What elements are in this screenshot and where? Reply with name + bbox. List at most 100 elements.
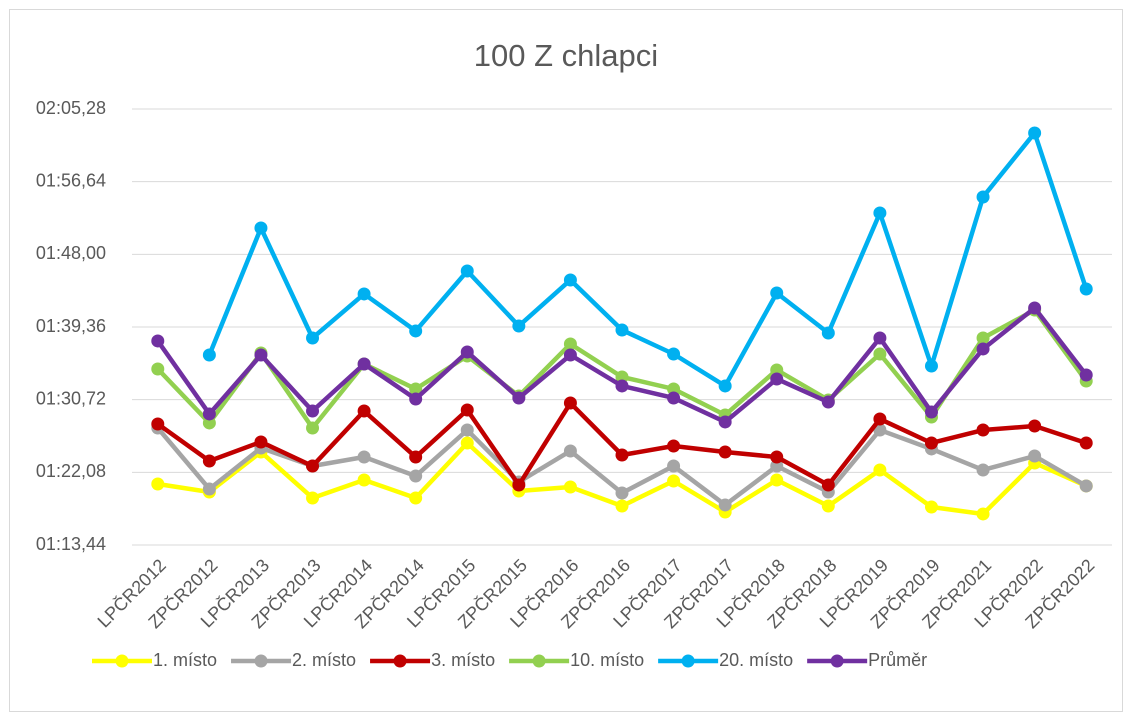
data-point <box>976 423 990 437</box>
data-point <box>718 445 732 459</box>
data-point <box>667 459 681 473</box>
data-point <box>924 436 938 450</box>
data-point <box>563 396 577 410</box>
data-point <box>1079 282 1093 296</box>
data-point <box>718 498 732 512</box>
data-point <box>718 379 732 393</box>
data-point <box>770 459 784 473</box>
data-point <box>821 499 835 513</box>
data-point <box>976 331 990 345</box>
legend-marker <box>393 654 407 668</box>
data-point <box>254 348 268 362</box>
y-tick-label: 01:22,08 <box>36 461 106 481</box>
data-point <box>460 423 474 437</box>
data-point <box>254 435 268 449</box>
data-point <box>357 357 371 371</box>
data-point <box>151 362 165 376</box>
series-line <box>207 130 1089 389</box>
data-point <box>976 463 990 477</box>
legend-marker <box>254 654 268 668</box>
data-point <box>512 478 526 492</box>
data-point <box>718 415 732 429</box>
data-point <box>924 500 938 514</box>
data-point <box>357 450 371 464</box>
data-point <box>357 287 371 301</box>
data-point <box>254 221 268 235</box>
data-point <box>976 190 990 204</box>
data-point <box>409 450 423 464</box>
data-point <box>202 454 216 468</box>
data-point <box>409 392 423 406</box>
data-point <box>409 469 423 483</box>
legend-label: 20. místo <box>719 650 793 670</box>
data-point <box>1028 449 1042 463</box>
data-point <box>873 331 887 345</box>
data-point <box>306 459 320 473</box>
data-point <box>512 319 526 333</box>
data-point <box>306 421 320 435</box>
data-point <box>667 391 681 405</box>
data-point <box>563 273 577 287</box>
data-point <box>1028 419 1042 433</box>
data-point <box>1079 479 1093 493</box>
data-point <box>1028 301 1042 315</box>
data-point <box>409 324 423 338</box>
legend-marker <box>115 654 129 668</box>
data-point <box>615 448 629 462</box>
y-tick-label: 01:56,64 <box>36 170 106 190</box>
data-point <box>151 477 165 491</box>
data-point <box>615 379 629 393</box>
legend-marker <box>830 654 844 668</box>
data-point <box>563 444 577 458</box>
legend-label: 2. místo <box>292 650 356 670</box>
data-point <box>460 403 474 417</box>
chart-title: 100 Z chlapci <box>474 38 658 73</box>
legend-marker <box>681 654 695 668</box>
data-point <box>357 404 371 418</box>
data-point <box>976 342 990 356</box>
data-point <box>460 436 474 450</box>
data-point <box>821 326 835 340</box>
data-point <box>202 348 216 362</box>
legend-label: 10. místo <box>570 650 644 670</box>
data-point <box>615 486 629 500</box>
data-point <box>151 417 165 431</box>
data-point <box>460 345 474 359</box>
legend-marker <box>532 654 546 668</box>
data-point <box>821 478 835 492</box>
data-point <box>1079 436 1093 450</box>
data-point <box>667 474 681 488</box>
data-point <box>409 491 423 505</box>
data-point <box>202 407 216 421</box>
data-point <box>202 482 216 496</box>
data-point <box>306 404 320 418</box>
data-point <box>615 370 629 384</box>
data-point <box>512 391 526 405</box>
y-tick-label: 02:05,28 <box>36 98 106 118</box>
data-point <box>563 480 577 494</box>
data-point <box>667 347 681 361</box>
data-point <box>615 323 629 337</box>
data-point <box>1028 126 1042 140</box>
data-point <box>770 363 784 377</box>
data-point <box>306 331 320 345</box>
data-point <box>202 416 216 430</box>
y-tick-label: 01:48,00 <box>36 243 106 263</box>
data-point <box>873 347 887 361</box>
data-point <box>770 286 784 300</box>
data-point <box>667 439 681 453</box>
data-point <box>770 450 784 464</box>
data-point <box>667 382 681 396</box>
data-point <box>924 359 938 373</box>
y-tick-label: 01:30,72 <box>36 388 106 408</box>
legend-label: 3. místo <box>431 650 495 670</box>
data-point <box>821 395 835 409</box>
data-point <box>770 473 784 487</box>
y-tick-label: 01:39,36 <box>36 316 106 336</box>
legend-label: 1. místo <box>153 650 217 670</box>
data-point <box>615 499 629 513</box>
data-point <box>976 507 990 521</box>
data-point <box>1079 368 1093 382</box>
data-point <box>873 206 887 220</box>
